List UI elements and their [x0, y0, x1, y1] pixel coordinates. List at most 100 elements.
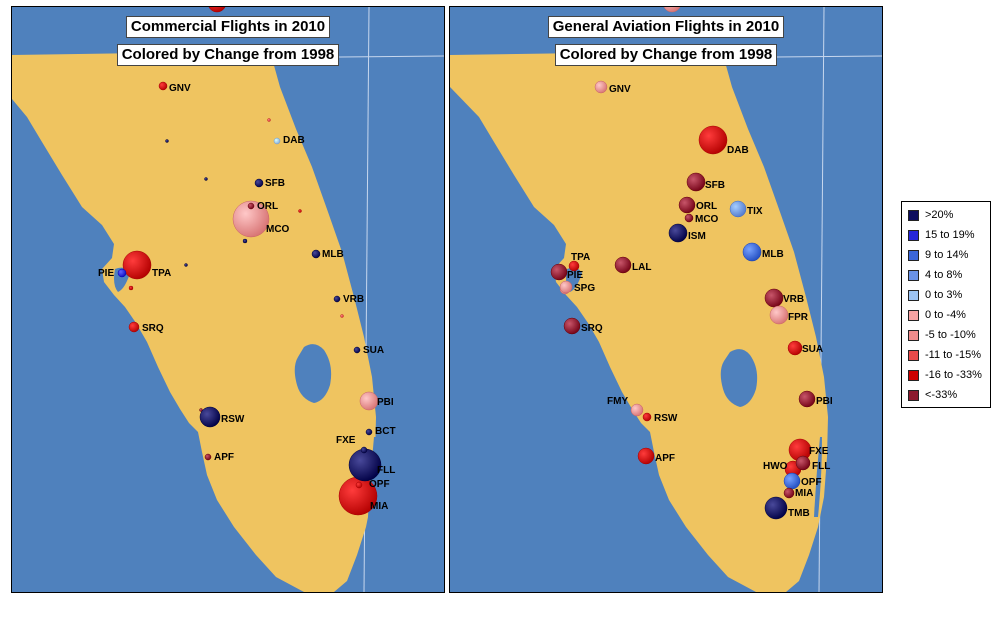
legend-swatch [908, 249, 919, 261]
airport-marker-sfb [254, 178, 264, 188]
airport-label-tmb: TMB [788, 508, 810, 519]
airport-marker-fll [795, 455, 811, 471]
airport-label-jax: JAX [672, 7, 692, 10]
map-title-line2: Colored by Change from 1998 [554, 44, 778, 66]
airport-label-fll: FLL [812, 461, 830, 472]
airport-label-tpa: TPA [152, 268, 171, 279]
legend-label: 15 to 19% [925, 229, 975, 241]
legend-swatch [908, 229, 919, 241]
legend-label: -16 to -33% [925, 369, 982, 381]
airport-label-orl: ORL [257, 201, 278, 212]
airport-marker-unlabeled [242, 238, 248, 244]
legend-label: -11 to -15% [925, 349, 982, 361]
airport-label-pie: PIE [98, 268, 114, 279]
map-title-line1: Commercial Flights in 2010 [125, 16, 331, 38]
airport-marker-tpa [122, 250, 152, 280]
airport-label-mia: MIA [795, 488, 813, 499]
legend-label: 0 to 3% [925, 289, 963, 301]
airport-marker-mco [232, 200, 270, 238]
airport-label-fmy: FMY [607, 396, 628, 407]
airport-marker-fxe [360, 446, 368, 454]
legend-item: -5 to -10% [908, 328, 976, 342]
airport-markers [550, 7, 816, 520]
legend-item: <-33% [908, 388, 957, 402]
lake-okeechobee [720, 349, 758, 407]
airport-label-tix: TIX [747, 206, 763, 217]
legend-label: >20% [925, 209, 954, 221]
airport-label-mia: MIA [370, 501, 388, 512]
legend-swatch [908, 269, 919, 281]
airport-label-hwo: HWO [763, 461, 788, 472]
airport-label-apf: APF [655, 453, 675, 464]
airport-marker-apf [204, 453, 212, 461]
airport-marker-unlabeled [298, 209, 302, 213]
airport-labels: JAX GNV DAB SFB ORL MCO MLB PIE TPA VRB SRQ SUA PBI R… [98, 7, 396, 512]
airport-marker-ism [668, 223, 688, 243]
airport-marker-bct [365, 428, 373, 436]
airport-marker-jax [208, 7, 226, 13]
airport-label-orl: ORL [696, 201, 717, 212]
airport-marker-opf [783, 472, 801, 490]
airport-marker-fmy [630, 403, 644, 417]
airport-label-rsw: RSW [221, 414, 245, 425]
airport-label-opf: OPF [369, 479, 390, 490]
airport-marker-apf [637, 447, 655, 465]
airport-label-bct: BCT [375, 426, 396, 437]
airport-marker-pbi [359, 391, 379, 411]
airport-marker-mco [684, 213, 694, 223]
airport-label-tpa: TPA [571, 252, 590, 263]
airport-label-sfb: SFB [265, 178, 285, 189]
legend-item: 0 to 3% [908, 288, 962, 302]
airport-label-jax: JAX [217, 7, 237, 10]
legend-swatch [908, 369, 919, 381]
airport-marker-orl [247, 202, 255, 210]
map-title-line2: Colored by Change from 1998 [116, 44, 340, 66]
map-general-aviation: JAX GNV DAB SFB ORL MCO TIX ISM TPA LAL PIE SPG MLB V… [450, 7, 882, 592]
airport-label-dab: DAB [283, 135, 305, 146]
airport-marker-gnv [158, 81, 168, 91]
airport-marker-sua [787, 340, 803, 356]
airport-label-fll: FLL [377, 465, 395, 476]
airport-marker-sua [353, 346, 361, 354]
airport-marker-unlabeled [165, 139, 169, 143]
airport-label-apf: APF [214, 452, 234, 463]
airport-label-vrb: VRB [783, 294, 804, 305]
airport-label-gnv: GNV [609, 84, 631, 95]
airport-markers [117, 7, 382, 516]
map-title-line1: General Aviation Flights in 2010 [547, 16, 785, 38]
airport-label-ism: ISM [688, 231, 706, 242]
airport-marker-rsw [642, 412, 652, 422]
airport-marker-lal [614, 256, 632, 274]
airport-marker-tpa [568, 260, 580, 272]
airport-label-srq: SRQ [142, 323, 164, 334]
legend-swatch [908, 329, 919, 341]
airport-label-srq: SRQ [581, 323, 603, 334]
legend-swatch [908, 289, 919, 301]
airport-marker-fpr [769, 305, 789, 325]
airport-label-rsw: RSW [654, 413, 678, 424]
airport-label-vrb: VRB [343, 294, 364, 305]
airport-marker-pie [550, 263, 568, 281]
legend-item: -16 to -33% [908, 368, 982, 382]
legend-item: >20% [908, 208, 953, 222]
map-title: Commercial Flights in 2010 Colored by Ch… [12, 16, 444, 69]
airport-label-mlb: MLB [322, 249, 344, 260]
legend-label: 0 to -4% [925, 309, 966, 321]
airport-marker-unlabeled [199, 408, 203, 412]
airport-marker-mlb [742, 242, 762, 262]
airport-label-mlb: MLB [762, 249, 784, 260]
legend-swatch [908, 209, 919, 221]
florida-landmass [12, 51, 376, 592]
legend: >20% 15 to 19% 9 to 14% 4 to 8% 0 to 3% 0 to … [901, 201, 991, 408]
airport-marker-opf [355, 481, 363, 489]
airport-label-sua: SUA [802, 344, 823, 355]
airport-label-fxe: FXE [809, 446, 829, 457]
airport-marker-rsw [199, 406, 221, 428]
legend-label: 4 to 8% [925, 269, 963, 281]
legend-item: 15 to 19% [908, 228, 975, 242]
airport-label-mco: MCO [695, 214, 719, 225]
florida-landmass [450, 51, 828, 592]
legend-label: <-33% [925, 389, 958, 401]
airport-labels: JAX GNV DAB SFB ORL MCO TIX ISM TPA LAL PIE SPG MLB V… [567, 7, 833, 519]
map-panel-commercial: JAX GNV DAB SFB ORL MCO MLB PIE TPA VRB SRQ SUA PBI R… [11, 6, 445, 593]
